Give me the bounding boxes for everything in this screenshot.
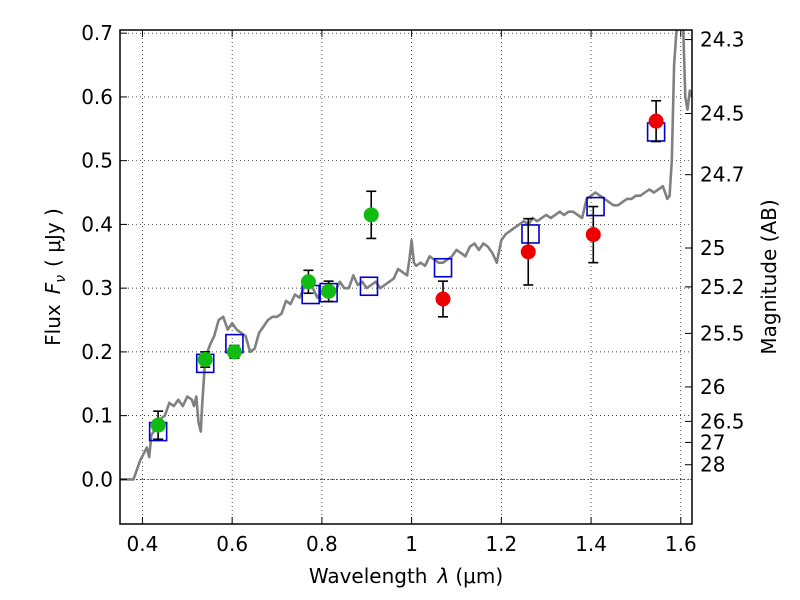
model-flux-square	[521, 224, 540, 244]
right-tick-label: 24.7	[700, 163, 745, 187]
optical-point	[300, 274, 316, 290]
y-tick-label: 0.4	[81, 212, 113, 236]
nir-point	[585, 227, 601, 243]
nir-point	[520, 244, 536, 260]
right-tick-label: 26	[700, 375, 725, 399]
optical-point	[150, 417, 166, 433]
x-tick-label: 1.4	[575, 532, 607, 556]
x-tick-label: 1.6	[665, 532, 697, 556]
optical-point	[363, 207, 379, 223]
axis-ticks: 0.4 0.6 0.8 1 1.2 1.4 1.6 0.0 0.1 0.2 0.3 0.4 0.5 0.6…	[81, 21, 744, 556]
spectrum-line	[120, 30, 692, 481]
right-tick-label: 25.5	[700, 321, 745, 345]
x-tick-label: 1.2	[485, 532, 517, 556]
right-tick-label: 25	[700, 236, 725, 260]
right-tick-label: 27	[700, 430, 725, 454]
nir-point	[648, 113, 664, 129]
grid	[120, 30, 692, 524]
model-flux-square	[586, 196, 605, 217]
right-tick-label: 24.3	[700, 28, 745, 52]
y-tick-label: 0.2	[81, 340, 113, 364]
optical-point	[197, 352, 213, 368]
right-tick-label: 26.5	[700, 409, 745, 433]
y-tick-label: 0.5	[81, 149, 113, 173]
data-layer	[120, 30, 692, 481]
x-tick-label: 0.4	[127, 532, 159, 556]
y-axis-title: FluxFν( μJy )	[41, 208, 69, 346]
model-flux-square	[359, 276, 379, 297]
y-tick-label: 0.7	[81, 21, 113, 45]
x-axis-title: Wavelength λ (μm)	[309, 564, 503, 588]
x-tick-label: 0.6	[216, 532, 248, 556]
right-axis-title: Magnitude (AB)	[757, 199, 781, 354]
right-tick-label: 25.2	[700, 275, 745, 299]
y-tick-label: 0.6	[81, 85, 113, 109]
optical-point	[321, 283, 337, 299]
optical-point	[226, 344, 242, 360]
right-tick-label: 24.5	[700, 102, 745, 126]
x-tick-label: 1	[405, 532, 418, 556]
nir-point	[435, 291, 451, 307]
right-tick-label: 28	[700, 453, 725, 477]
plot-frame	[119, 29, 693, 525]
model-flux-square	[433, 257, 453, 278]
x-tick-label: 0.8	[306, 532, 338, 556]
y-tick-label: 0.3	[81, 276, 113, 300]
y-tick-label: 0.0	[81, 467, 113, 491]
y-tick-label: 0.1	[81, 404, 113, 428]
